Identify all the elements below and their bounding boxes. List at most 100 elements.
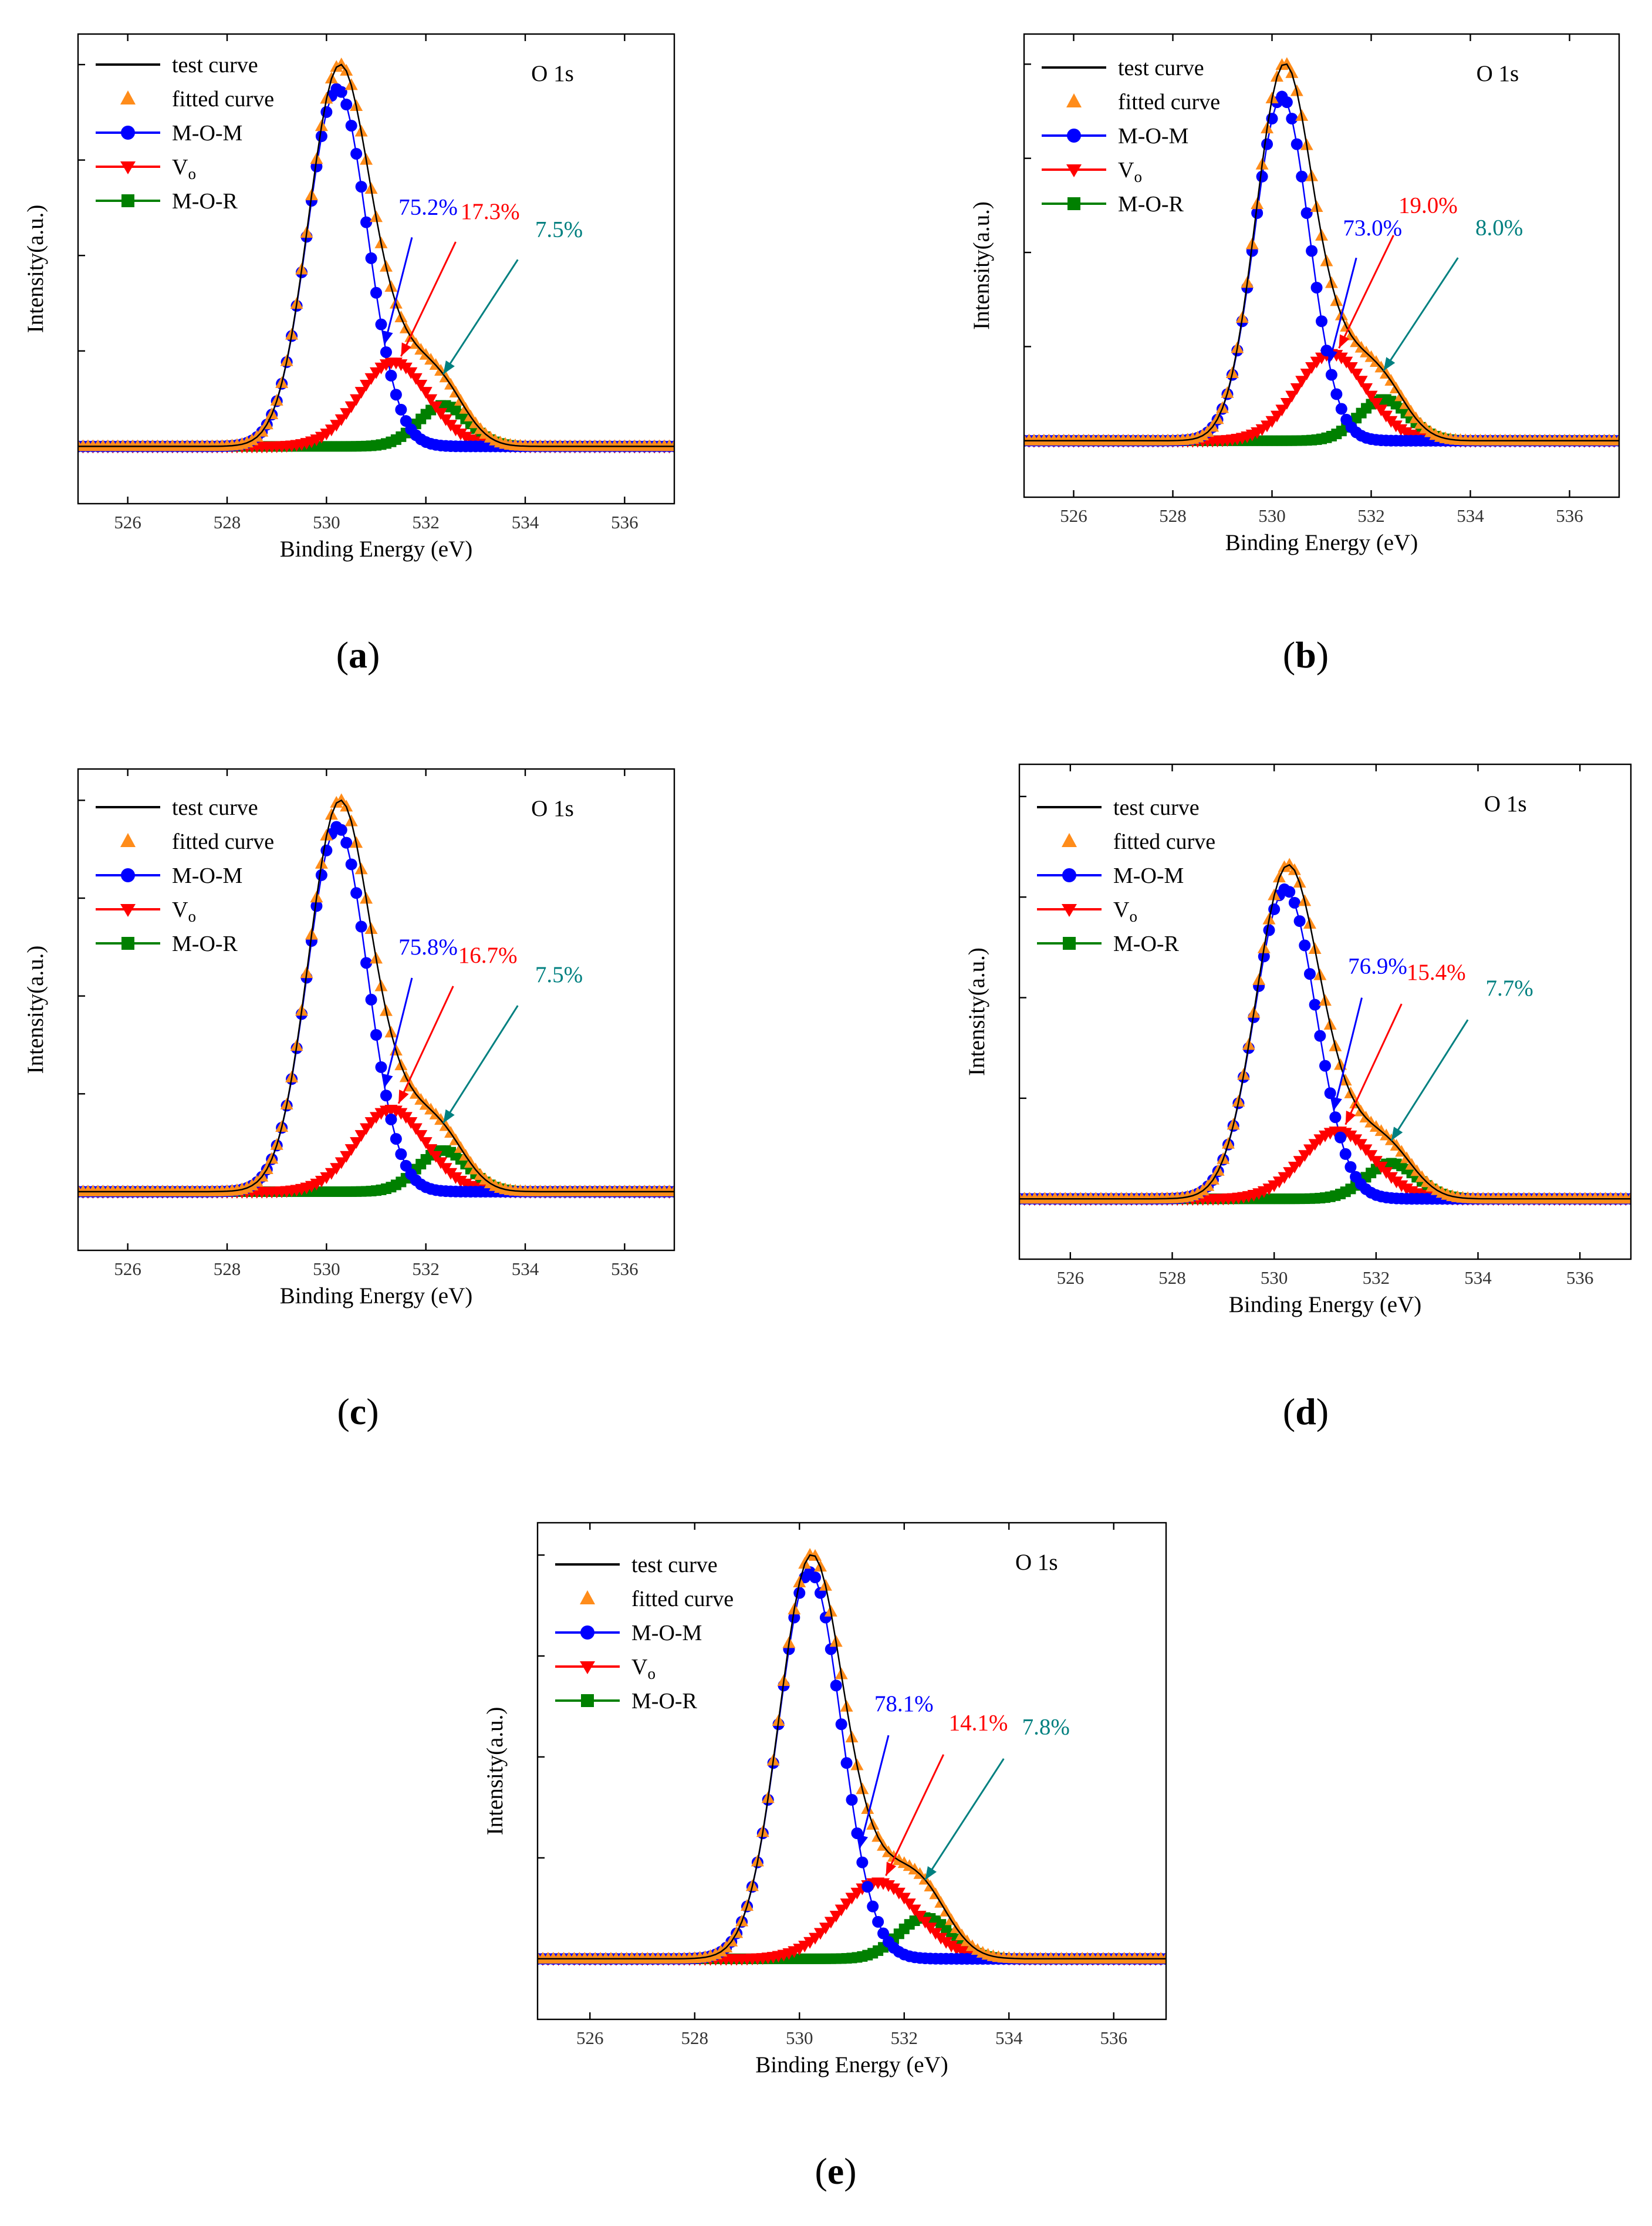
fitted-series-point <box>1160 1951 1166 1964</box>
legend-mom-marker <box>580 1625 594 1640</box>
mor-arrow <box>1390 1019 1469 1141</box>
mom-series-point <box>1344 1161 1357 1173</box>
mom-series-point <box>1325 369 1337 381</box>
mom-series-point <box>350 887 363 899</box>
legend-fitted-swatch <box>1066 93 1082 107</box>
x-tick-label: 532 <box>1357 505 1385 526</box>
vo-series-point <box>414 1130 428 1142</box>
mom-series-point <box>1339 1148 1352 1160</box>
y-axis-label: Intensity(a.u.) <box>23 205 48 333</box>
fitted-series-point <box>668 439 674 451</box>
fitted-series <box>1024 57 1619 446</box>
mor-arrowhead <box>443 360 455 375</box>
x-axis-label: Binding Energy (eV) <box>280 537 473 562</box>
panel-c: 526 528 530 532 534 536 Binding Energy (eV) Int… <box>23 768 675 1432</box>
x-tick-label: 530 <box>1261 1267 1288 1288</box>
mom-series-point <box>1316 315 1327 328</box>
legend-label-3: Vo <box>631 1655 656 1682</box>
mom-series-point <box>310 900 323 912</box>
vo-series-point <box>840 1898 853 1911</box>
vo-series-point <box>360 1123 373 1135</box>
mor-arrow <box>442 1005 519 1124</box>
x-axis-label: Binding Energy (eV) <box>755 2052 948 2077</box>
vo-series-point <box>350 1137 363 1149</box>
mom-arrowhead <box>1332 1097 1342 1111</box>
mor-percent-label: 7.7% <box>1486 976 1533 1001</box>
mor-arrow <box>924 1758 1005 1881</box>
mom-series-point <box>1310 281 1323 294</box>
fitted-series-point <box>1390 1139 1403 1151</box>
x-tick-label: 536 <box>1100 2028 1128 2048</box>
fitted-series-point <box>1379 367 1393 379</box>
vo-series-point <box>354 1130 368 1142</box>
mom-series-point <box>320 844 333 856</box>
legend-vo-marker <box>1062 904 1077 917</box>
legend-label-4: M-O-R <box>172 932 238 956</box>
legend-label-3: Vo <box>172 898 196 925</box>
mom-series-point <box>1300 207 1313 219</box>
mom-arrow <box>859 1735 890 1849</box>
legend: test curve fitted curve M-O-M Vo M-O-R <box>96 795 274 956</box>
vo-series-point <box>434 408 448 420</box>
panel-label: (c) <box>337 1391 379 1432</box>
legend-vo-marker <box>1066 164 1082 177</box>
vo-series-point <box>424 1144 438 1156</box>
legend-label-4: M-O-R <box>172 189 238 214</box>
legend-mom-marker <box>121 868 135 882</box>
mom-series-point <box>315 869 327 881</box>
mom-series <box>1024 90 1619 447</box>
vo-series-point <box>1270 410 1283 423</box>
mom-series-point <box>370 286 382 299</box>
mom-arrowhead <box>383 330 393 345</box>
vo-series-point <box>1283 1167 1296 1179</box>
legend-label-3: Vo <box>172 155 196 183</box>
test-curve-line <box>1019 864 1631 1200</box>
vo-percent-label: 19.0% <box>1398 193 1458 218</box>
mor-percent-label: 7.5% <box>535 962 583 987</box>
core-level-label: O 1s <box>1477 61 1519 86</box>
vo-arrowhead <box>1345 1110 1356 1125</box>
vo-series-point <box>1350 369 1363 381</box>
plot-area <box>538 1548 1166 1966</box>
legend-vo-marker <box>120 161 136 174</box>
vo-percent-label: 15.4% <box>1407 960 1466 985</box>
vo-series-point <box>829 1910 843 1923</box>
mor-arrowhead <box>443 1109 455 1124</box>
fitted-series-point <box>668 1185 674 1196</box>
panel-d: 526 528 530 532 534 536 Binding Energy (eV) Int… <box>964 763 1632 1432</box>
y-axis-label: Intensity(a.u.) <box>969 201 994 330</box>
mor-percent-label: 7.8% <box>1022 1715 1070 1740</box>
x-tick-label: 534 <box>1457 505 1484 526</box>
legend: test curve fitted curve M-O-M Vo M-O-R <box>96 53 274 214</box>
test-curve-line <box>78 63 674 447</box>
mom-series-point <box>1293 915 1306 928</box>
mom-arrow <box>383 237 413 345</box>
mom-series-point <box>1335 403 1347 415</box>
legend-label-1: fitted curve <box>631 1587 734 1611</box>
core-level-label: O 1s <box>531 796 574 821</box>
vo-series-point <box>1395 1180 1408 1192</box>
vo-series-point <box>1360 383 1373 395</box>
mom-arrow <box>1333 997 1363 1111</box>
x-tick-label: 528 <box>214 1259 241 1279</box>
vo-series-point <box>409 1123 423 1135</box>
vo-series-point <box>1280 397 1293 410</box>
mom-series-point <box>390 389 402 401</box>
fitted-series <box>1019 858 1631 1204</box>
mom-series-point <box>1306 245 1318 257</box>
mom-series <box>78 83 674 453</box>
mom-series-point <box>375 1061 387 1073</box>
legend-label-1: fitted curve <box>172 829 274 854</box>
mom-series-point <box>1286 113 1298 125</box>
y-axis-label: Intensity(a.u.) <box>23 946 48 1074</box>
mom-series-point <box>793 1587 806 1599</box>
mom-series-point <box>867 1900 879 1913</box>
mom-series-point <box>809 1571 822 1584</box>
vo-series-point <box>344 1144 358 1156</box>
vo-series-point <box>824 1917 837 1929</box>
legend-mom-marker <box>1062 868 1076 882</box>
mom-series-point <box>1303 968 1316 980</box>
fitted-series-point <box>1613 433 1619 446</box>
plot-area <box>1019 858 1631 1206</box>
vo-series-point <box>364 373 378 385</box>
